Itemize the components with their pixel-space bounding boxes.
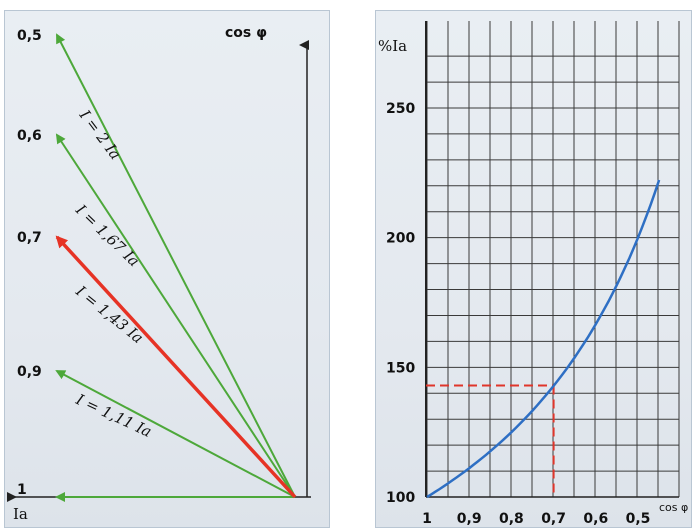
- x-tick-label: 0,5: [626, 511, 651, 527]
- y-axis-label: %Ia: [378, 37, 407, 55]
- x-axis-label: cos φ: [659, 501, 688, 514]
- axis-label-cos-phi: cos φ: [225, 25, 267, 41]
- series-line: [426, 179, 661, 499]
- vector-arrow: [55, 235, 297, 499]
- vector-axes: [6, 40, 311, 502]
- chart-tick-labels: %Ia 100 150 200 250 1 0,9 0,8 0,7 0,6 0,5 cos φ: [378, 37, 688, 527]
- y-tick-label: 250: [386, 101, 415, 117]
- axis-label-ia: Ia: [13, 505, 28, 523]
- chart-grid: [425, 21, 680, 498]
- vector-diagram-panel: cos φ Ia 0,5 0,6 0,7 0,9 1 I = 2 Ia I = 1,67 Ia I…: [4, 10, 330, 528]
- vector-arrow: [56, 33, 296, 498]
- cos-tick-label: 0,7: [17, 230, 42, 246]
- x-tick-label: 0,7: [541, 511, 566, 527]
- cos-tick-label: 0,9: [17, 364, 42, 380]
- x-tick-label: 1: [422, 511, 432, 527]
- y-tick-label: 150: [386, 360, 415, 376]
- vector-arrow: [55, 133, 296, 498]
- y-tick-label: 200: [386, 231, 415, 247]
- vector-label: I = 1,43 Ia: [72, 281, 147, 347]
- x-tick-label: 0,8: [499, 511, 524, 527]
- x-tick-label: 0,6: [583, 511, 608, 527]
- x-tick-label: 0,9: [457, 511, 482, 527]
- line-chart-panel: %Ia 100 150 200 250 1 0,9 0,8 0,7 0,6 0,5 cos φ: [375, 10, 692, 528]
- y-tick-label: 100: [386, 490, 415, 506]
- vector-arrow: [55, 370, 296, 498]
- vector-label: I = 2 Ia: [75, 106, 124, 163]
- cos-tick-label: 0,6: [17, 128, 42, 144]
- highlight-lines: [426, 384, 555, 497]
- vector-lines: [55, 33, 297, 502]
- chart-series: [426, 179, 661, 499]
- cos-tick-label: 1: [17, 482, 27, 498]
- line-chart: %Ia 100 150 200 250 1 0,9 0,8 0,7 0,6 0,5 cos φ: [378, 21, 688, 527]
- cos-tick-label: 0,5: [17, 28, 42, 44]
